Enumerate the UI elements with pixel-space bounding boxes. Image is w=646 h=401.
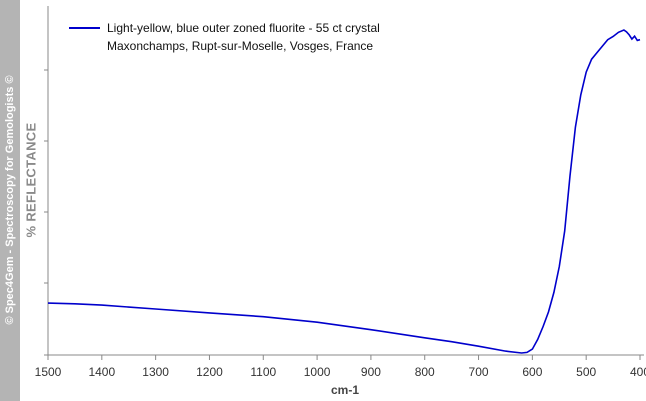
- x-axis-label: cm-1: [331, 383, 359, 397]
- legend-entry-line-1: Light-yellow, blue outer zoned fluorite …: [107, 21, 380, 35]
- watermark-strip: © Spec4Gem - Spectroscopy for Gemologist…: [0, 0, 20, 401]
- x-tick-label-1500: 1500: [35, 365, 62, 379]
- x-tick-label-800: 800: [415, 365, 435, 379]
- x-tick-label-1300: 1300: [142, 365, 169, 379]
- series-line: [47, 29, 641, 354]
- x-tick-label-900: 900: [361, 365, 381, 379]
- legend: Light-yellow, blue outer zoned fluorite …: [69, 21, 380, 53]
- axes: [44, 6, 644, 356]
- x-tick-label-1400: 1400: [88, 365, 115, 379]
- x-tick-label-600: 600: [522, 365, 542, 379]
- x-tick-label-1100: 1100: [250, 365, 276, 379]
- x-tick-label-1200: 1200: [196, 365, 223, 379]
- x-tick-label-500: 500: [576, 365, 596, 379]
- x-ticks: 1500 1400 1300 1200 1100 1000 900 800 700 600 500 4…: [35, 355, 646, 379]
- legend-entry-line-2: Maxonchamps, Rupt-sur-Moselle, Vosges, F…: [107, 39, 373, 53]
- x-tick-label-1000: 1000: [304, 365, 331, 379]
- x-tick-label-700: 700: [469, 365, 489, 379]
- x-tick-label-400: 400: [630, 365, 646, 379]
